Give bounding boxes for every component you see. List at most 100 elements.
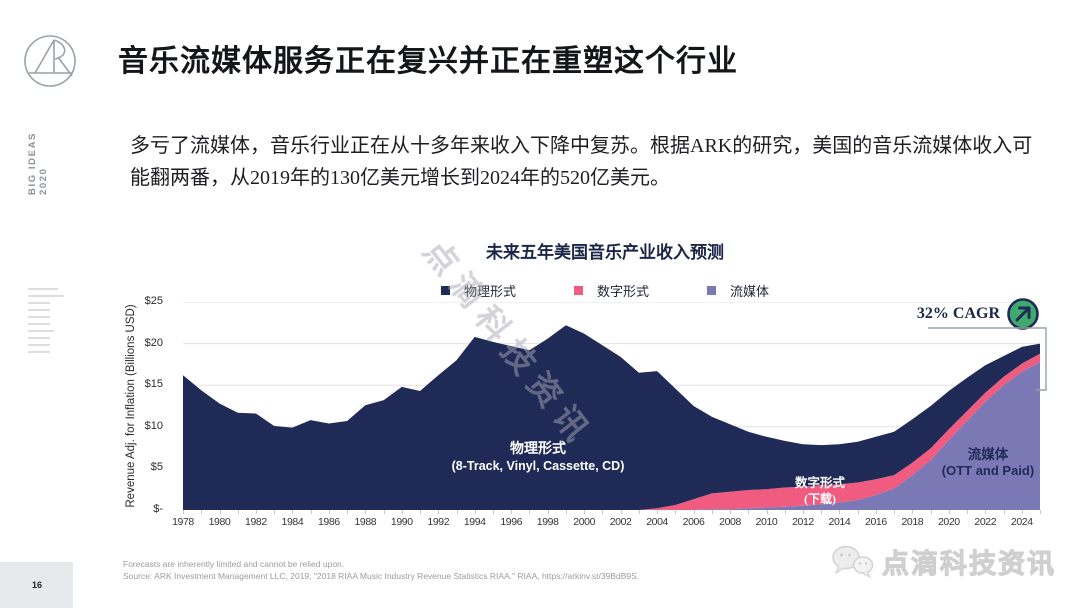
axis-tick-mark bbox=[511, 510, 513, 514]
cagr-label: 32% CAGR bbox=[916, 305, 1000, 322]
x-tick-label: 2016 bbox=[865, 516, 887, 528]
axis-tick-mark bbox=[875, 510, 877, 514]
brand-line1: BIG IDEAS bbox=[27, 132, 38, 195]
x-tick-label: 1986 bbox=[317, 516, 340, 528]
axis-tick-mark bbox=[474, 510, 476, 514]
axis-tick-mark bbox=[948, 510, 950, 514]
axis-tick-mark bbox=[310, 510, 312, 514]
x-tick-label: 1996 bbox=[500, 516, 523, 528]
y-tick-label: $15 bbox=[144, 378, 163, 391]
y-tick-label: $5 bbox=[150, 461, 163, 474]
physical-area-label: 物理形式 (8-Track, Vinyl, Cassette, CD) bbox=[388, 442, 688, 474]
axis-tick-mark bbox=[438, 510, 440, 514]
x-tick-label: 2002 bbox=[609, 516, 632, 528]
x-tick-label: 2024 bbox=[1010, 516, 1033, 528]
axis-tick-mark bbox=[602, 510, 604, 514]
axis-tick-mark bbox=[784, 510, 786, 514]
page-title: 音乐流媒体服务正在复兴并正在重塑这个行业 bbox=[118, 45, 738, 78]
streaming-area-label: 流媒体 (OTT and Paid) bbox=[908, 447, 1068, 479]
axis-tick-mark bbox=[930, 510, 932, 514]
y-tick-label: $25 bbox=[144, 295, 163, 307]
physical-label-line1: 物理形式 bbox=[510, 442, 566, 457]
legend-item: 物理形式 bbox=[440, 281, 516, 300]
footer-watermark: 点滴科技资讯 bbox=[830, 542, 1056, 581]
brand-line2: 2020 bbox=[38, 167, 49, 195]
x-tick-label: 2004 bbox=[646, 516, 668, 528]
axis-tick-mark bbox=[529, 510, 531, 514]
x-tick-label: 2006 bbox=[682, 516, 705, 528]
axis-tick-mark bbox=[675, 510, 677, 514]
x-tick-label: 1978 bbox=[172, 516, 194, 528]
axis-tick-mark bbox=[620, 510, 622, 514]
streaming-label-line2: (OTT and Paid) bbox=[941, 463, 1035, 478]
stacked-area-plot bbox=[183, 302, 1040, 510]
axis-tick-mark bbox=[803, 510, 804, 514]
x-tick-label: 2012 bbox=[792, 516, 814, 528]
axis-tick-mark bbox=[201, 510, 203, 514]
axis-tick-mark bbox=[183, 510, 184, 514]
axis-tick-mark bbox=[365, 510, 367, 514]
y-tick-label: $- bbox=[153, 503, 163, 515]
chart-legend: 物理形式 数字形式 流媒体 bbox=[170, 281, 1040, 300]
axis-tick-mark bbox=[255, 510, 257, 514]
legend-item: 数字形式 bbox=[573, 281, 649, 300]
axis-tick-mark bbox=[219, 510, 221, 514]
body-paragraph: 多亏了流媒体，音乐行业正在从十多年来收入下降中复苏。根据ARK的研究，美国的音乐… bbox=[130, 135, 1033, 189]
legend-swatch bbox=[440, 286, 450, 295]
chart-title: 未来五年美国音乐产业收入预测 bbox=[486, 243, 724, 262]
legend-label: 数字形式 bbox=[596, 284, 649, 299]
legend-swatch bbox=[573, 286, 583, 295]
rail-lines-decoration bbox=[28, 288, 64, 358]
x-tick-label: 1984 bbox=[281, 516, 304, 528]
source-text: Source: ARK Investment Management LLC, 2… bbox=[123, 571, 640, 581]
brand-vertical-text: BIG IDEAS 2020 bbox=[27, 107, 49, 195]
x-tick-label: 2008 bbox=[719, 516, 741, 528]
x-tick-label: 2010 bbox=[755, 516, 778, 528]
axis-tick-mark bbox=[1021, 510, 1023, 514]
physical-label-line2: (8-Track, Vinyl, Cassette, CD) bbox=[451, 459, 625, 473]
x-tick-label: 1982 bbox=[245, 516, 267, 528]
y-tick-label: $10 bbox=[144, 419, 163, 432]
x-tick-label: 2022 bbox=[974, 516, 997, 528]
legend-item: 流媒体 bbox=[707, 281, 769, 300]
x-tick-label: 2014 bbox=[828, 516, 851, 528]
y-tick-label: $20 bbox=[144, 336, 163, 349]
axis-tick-mark bbox=[584, 510, 586, 514]
x-tick-label: 1988 bbox=[354, 516, 377, 528]
x-tick-label: 1980 bbox=[208, 516, 231, 528]
axis-tick-mark bbox=[237, 510, 239, 514]
x-tick-label: 1990 bbox=[390, 516, 413, 528]
axis-tick-mark bbox=[821, 510, 823, 514]
axis-tick-mark bbox=[565, 510, 567, 514]
axis-tick-mark bbox=[912, 510, 914, 514]
x-tick-label: 2018 bbox=[901, 516, 924, 528]
disclaimer-text: Forecasts are inherently limited and can… bbox=[123, 559, 345, 569]
axis-tick-mark bbox=[693, 510, 695, 514]
axis-tick-mark bbox=[766, 510, 768, 514]
axis-tick-mark bbox=[894, 510, 896, 514]
axis-tick-mark bbox=[1003, 510, 1005, 514]
axis-tick-mark bbox=[420, 510, 421, 514]
legend-swatch bbox=[707, 286, 716, 295]
axis-tick-mark bbox=[711, 510, 713, 514]
area-series bbox=[183, 325, 1040, 510]
axis-tick-mark bbox=[456, 510, 458, 514]
axis-tick-mark bbox=[292, 510, 294, 514]
x-tick-label: 2020 bbox=[937, 516, 960, 528]
page-number: 16 bbox=[32, 580, 43, 590]
axis-tick-mark bbox=[547, 510, 549, 514]
axis-tick-mark bbox=[967, 510, 969, 514]
cagr-bracket-line bbox=[928, 327, 1047, 391]
axis-tick-mark bbox=[730, 510, 731, 514]
area-series bbox=[183, 361, 1040, 510]
axis-tick-mark bbox=[401, 510, 403, 514]
axis-tick-mark bbox=[328, 510, 330, 514]
axis-tick-mark bbox=[274, 510, 276, 514]
axis-tick-mark bbox=[493, 510, 494, 514]
x-tick-label: 1992 bbox=[427, 516, 450, 528]
axis-tick-mark bbox=[347, 510, 349, 514]
axis-tick-mark bbox=[748, 510, 750, 514]
ark-logo-icon bbox=[24, 35, 76, 87]
axis-tick-mark bbox=[383, 510, 385, 514]
